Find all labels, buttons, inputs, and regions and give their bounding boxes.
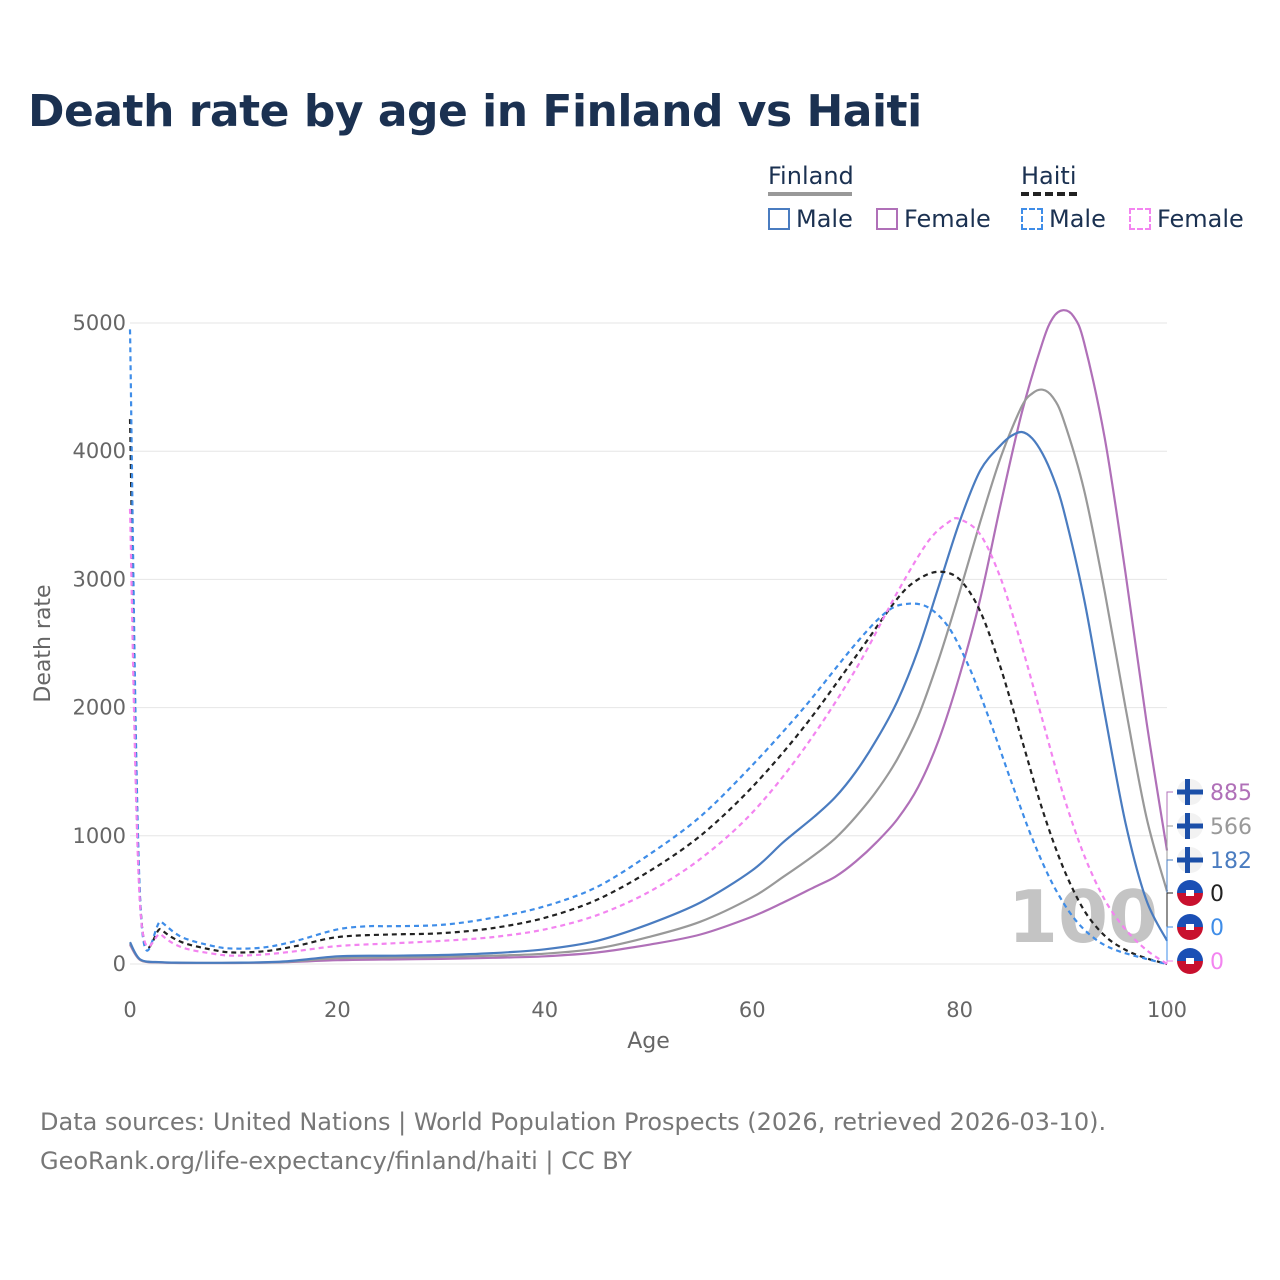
finland-flag-vbar <box>1185 779 1190 805</box>
haiti-flag-icon <box>1177 914 1203 940</box>
x-tick-label: 40 <box>531 998 558 1022</box>
legend-item-finland-female[interactable]: Female <box>876 205 991 233</box>
x-axis-title: Age <box>627 1029 670 1054</box>
finland-flag-icon <box>1177 847 1203 873</box>
legend-swatch-finland-female <box>876 208 898 230</box>
y-tick-label: 2000 <box>73 696 126 720</box>
end-value-label-finland-female: 885 <box>1210 781 1252 806</box>
haiti-flag-bottom <box>1177 893 1203 906</box>
haiti-flag-emblem <box>1186 958 1194 964</box>
end-connector-finland-male <box>1166 859 1173 941</box>
finland-flag-vbar <box>1185 813 1190 839</box>
grid-layer <box>130 322 1167 965</box>
series-line-haiti-female <box>128 508 1168 965</box>
legend-label-finland-female: Female <box>904 205 991 233</box>
end-value-label-finland-male: 182 <box>1210 849 1252 874</box>
legend-swatch-finland-male <box>768 208 790 230</box>
y-axis-title: Death rate <box>31 584 56 702</box>
haiti-flag-bottom <box>1177 961 1203 974</box>
end-value-label-haiti-female: 0 <box>1210 950 1224 975</box>
legend-item-finland-male[interactable]: Male <box>768 205 853 233</box>
chart-title: Death rate by age in Finland vs Haiti <box>28 86 922 137</box>
haiti-flag-bottom <box>1177 927 1203 940</box>
end-connector-haiti-female <box>1166 960 1173 964</box>
legend-finland-label: Finland <box>768 162 854 190</box>
legend-item-haiti-female[interactable]: Female <box>1129 205 1244 233</box>
axis-layer: 0 1000 2000 3000 4000 5000 0 20 40 60 80 100 Age Deat… <box>31 311 1187 1054</box>
legend-haiti-underline <box>1021 192 1077 196</box>
end-label-layer: 885 566 182 0 0 0 <box>1166 779 1252 975</box>
finland-flag-icon <box>1177 779 1203 805</box>
finland-flag-icon <box>1177 813 1203 839</box>
legend-swatch-haiti-male <box>1021 208 1043 230</box>
x-tick-label: 60 <box>739 998 766 1022</box>
y-tick-label: 4000 <box>73 439 126 463</box>
age-watermark: 100 <box>1008 875 1158 959</box>
x-tick-label: 0 <box>123 998 136 1022</box>
series-line-haiti-total <box>128 419 1168 966</box>
haiti-flag-top <box>1177 914 1203 927</box>
legend-label-finland-male: Male <box>796 205 853 233</box>
finland-flag-vbar <box>1185 847 1190 873</box>
footer-source: Data sources: United Nations | World Pop… <box>40 1108 1107 1136</box>
end-value-label-finland-total: 566 <box>1210 815 1252 840</box>
legend-item-haiti-male[interactable]: Male <box>1021 205 1106 233</box>
x-tick-label: 80 <box>946 998 973 1022</box>
footer-link[interactable]: GeoRank.org/life-expectancy/finland/hait… <box>40 1147 633 1175</box>
haiti-flag-top <box>1177 880 1203 893</box>
legend-finland-underline <box>768 192 852 196</box>
end-value-label-haiti-male: 0 <box>1210 916 1224 941</box>
y-tick-label: 3000 <box>73 567 126 591</box>
y-tick-label: 5000 <box>73 311 126 335</box>
end-value-label-haiti-total: 0 <box>1210 882 1224 907</box>
end-connector-haiti-total <box>1166 892 1173 964</box>
series-line-finland-male <box>129 430 1168 964</box>
legend-label-haiti-male: Male <box>1049 205 1106 233</box>
x-tick-label: 100 <box>1147 998 1187 1022</box>
haiti-flag-icon <box>1177 880 1203 906</box>
series-line-finland-female <box>129 309 1169 965</box>
haiti-flag-top <box>1177 948 1203 961</box>
series-line-finland-total <box>129 388 1169 965</box>
haiti-flag-emblem <box>1186 924 1194 930</box>
haiti-flag-icon <box>1177 948 1203 974</box>
legend-haiti-label: Haiti <box>1021 162 1077 190</box>
x-tick-label: 20 <box>324 998 351 1022</box>
legend-swatch-haiti-female <box>1129 208 1151 230</box>
series-line-haiti-male <box>128 329 1168 966</box>
haiti-flag-emblem <box>1186 890 1194 896</box>
end-connector-haiti-male <box>1166 926 1173 964</box>
y-tick-label: 0 <box>113 952 126 976</box>
legend-label-haiti-female: Female <box>1157 205 1244 233</box>
series-layer <box>128 309 1169 966</box>
end-connector-finland-total <box>1166 825 1173 892</box>
end-connector-finland-female <box>1166 791 1173 851</box>
y-tick-label: 1000 <box>73 824 126 848</box>
